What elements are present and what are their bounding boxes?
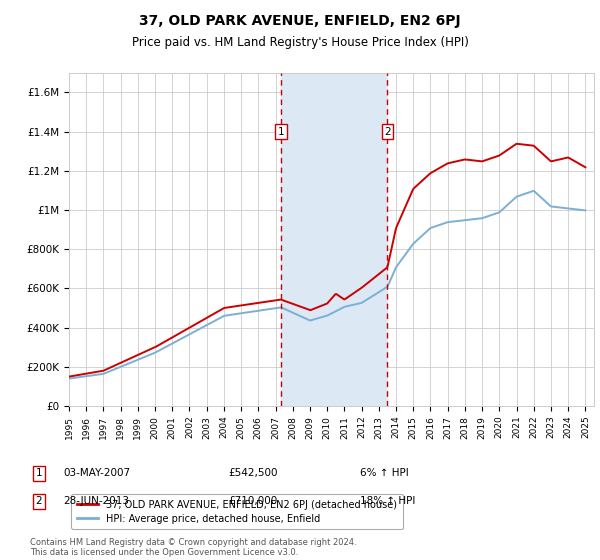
Text: 18% ↑ HPI: 18% ↑ HPI <box>360 496 415 506</box>
Text: 1: 1 <box>278 127 284 137</box>
Text: Contains HM Land Registry data © Crown copyright and database right 2024.
This d: Contains HM Land Registry data © Crown c… <box>30 538 356 557</box>
Text: £542,500: £542,500 <box>228 468 277 478</box>
Text: 03-MAY-2007: 03-MAY-2007 <box>63 468 130 478</box>
Legend: 37, OLD PARK AVENUE, ENFIELD, EN2 6PJ (detached house), HPI: Average price, deta: 37, OLD PARK AVENUE, ENFIELD, EN2 6PJ (d… <box>71 494 403 529</box>
Text: 37, OLD PARK AVENUE, ENFIELD, EN2 6PJ: 37, OLD PARK AVENUE, ENFIELD, EN2 6PJ <box>139 14 461 28</box>
Text: 6% ↑ HPI: 6% ↑ HPI <box>360 468 409 478</box>
Text: £710,000: £710,000 <box>228 496 277 506</box>
Bar <box>281 73 388 406</box>
Text: 1: 1 <box>35 468 43 478</box>
Text: 28-JUN-2013: 28-JUN-2013 <box>63 496 129 506</box>
Text: 2: 2 <box>35 496 43 506</box>
Text: Price paid vs. HM Land Registry's House Price Index (HPI): Price paid vs. HM Land Registry's House … <box>131 36 469 49</box>
Text: 2: 2 <box>384 127 391 137</box>
